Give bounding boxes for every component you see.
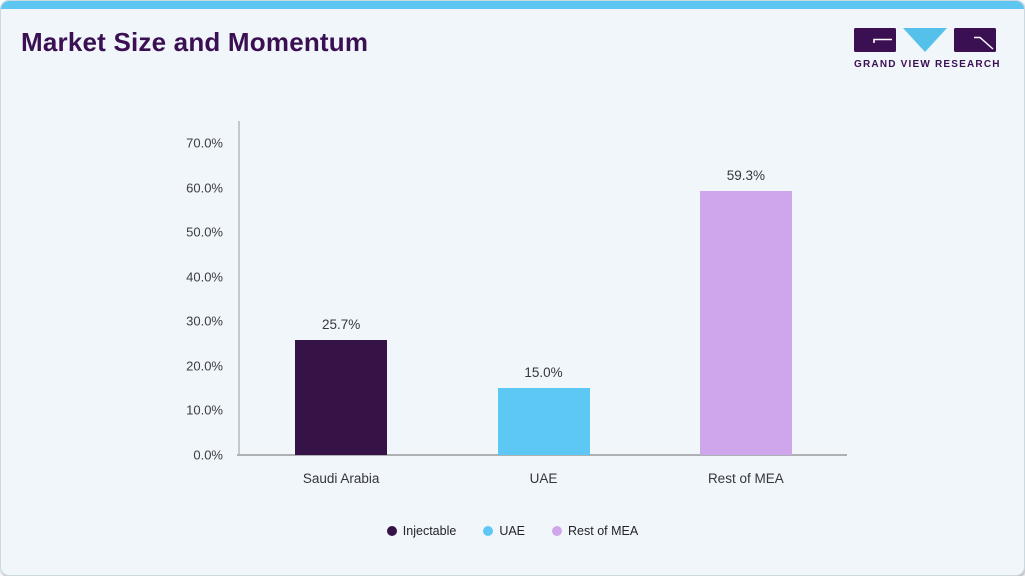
y-tick-label: 0.0% — [193, 447, 223, 463]
bar-saudi-arabia — [295, 340, 388, 455]
legend-label: UAE — [499, 524, 526, 538]
y-axis-line — [238, 121, 240, 455]
legend-swatch-icon — [552, 526, 563, 536]
legend-item: UAE — [483, 524, 525, 538]
y-tick-label: 70.0% — [186, 135, 223, 151]
x-category-label: UAE — [529, 471, 558, 486]
top-accent-bar — [1, 1, 1024, 9]
legend-item: Injectable — [386, 524, 457, 538]
page-title: Market Size and Momentum — [21, 27, 369, 57]
y-tick-label: 20.0% — [186, 358, 223, 374]
y-tick-label: 40.0% — [186, 269, 223, 285]
brand-logo-shapes — [854, 28, 996, 52]
legend-label: Injectable — [402, 524, 457, 538]
brand-v-icon — [903, 28, 947, 52]
plot-area: 25.7% 15.0% 59.3% — [237, 121, 847, 456]
legend-item: Rest of MEA — [552, 524, 638, 538]
bar-uae — [497, 388, 590, 455]
y-tick-label: 50.0% — [186, 224, 223, 240]
bar-value-label: 25.7% — [322, 317, 361, 333]
brand-logo: GRAND VIEW RESEARCH — [854, 28, 1001, 70]
y-axis: 0.0% 10.0% 20.0% 30.0% 40.0% 50.0% 60.0% 70.0% — [1, 121, 223, 463]
brand-name: GRAND VIEW RESEARCH — [854, 59, 1001, 70]
y-tick-label: 60.0% — [186, 180, 223, 196]
bar-rest-of-mea — [699, 190, 792, 455]
x-category-label: Saudi Arabia — [302, 471, 380, 486]
legend-label: Rest of MEA — [568, 524, 639, 538]
brand-g-icon — [854, 28, 896, 52]
x-axis: Saudi Arabia UAE Rest of MEA — [240, 471, 847, 491]
y-tick-label: 30.0% — [186, 313, 223, 329]
x-axis-line — [237, 454, 847, 456]
legend-swatch-icon — [483, 526, 494, 536]
bar-value-label: 15.0% — [524, 365, 563, 381]
x-category-label: Rest of MEA — [707, 471, 784, 486]
chart-legend: Injectable UAE Rest of MEA — [1, 524, 1024, 538]
legend-swatch-icon — [386, 526, 397, 536]
brand-r-icon — [954, 28, 996, 52]
y-tick-label: 10.0% — [186, 402, 223, 418]
bar-value-label: 59.3% — [726, 167, 765, 183]
